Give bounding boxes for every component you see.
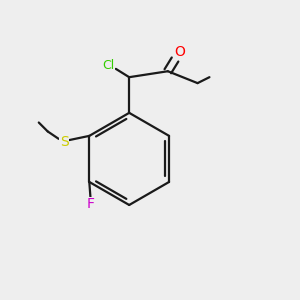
Text: F: F	[87, 197, 95, 211]
Text: O: O	[174, 45, 185, 59]
Text: S: S	[60, 135, 68, 149]
Text: Cl: Cl	[102, 59, 115, 72]
